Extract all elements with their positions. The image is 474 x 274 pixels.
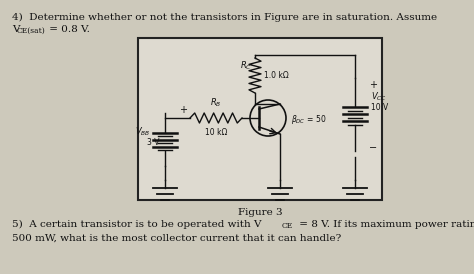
Text: 5)  A certain transistor is to be operated with V: 5) A certain transistor is to be operate… xyxy=(12,220,262,229)
Text: 3 V: 3 V xyxy=(147,138,159,147)
Bar xyxy=(138,38,382,200)
Text: +: + xyxy=(179,105,187,115)
Text: = 8 V. If its maximum power rating is: = 8 V. If its maximum power rating is xyxy=(296,220,474,229)
Text: $V_{CC}$: $V_{CC}$ xyxy=(371,90,387,103)
Text: 4)  Determine whether or not the transistors in Figure are in saturation. Assume: 4) Determine whether or not the transist… xyxy=(12,13,437,22)
Text: +: + xyxy=(369,79,377,90)
Text: $R_B$: $R_B$ xyxy=(210,96,222,109)
Text: 1.0 kΩ: 1.0 kΩ xyxy=(264,71,289,80)
Text: CE: CE xyxy=(282,222,293,230)
Text: V: V xyxy=(12,25,19,34)
Text: $R_C$: $R_C$ xyxy=(240,59,252,72)
Text: Figure 3: Figure 3 xyxy=(237,208,283,217)
Text: $V_{BB}$: $V_{BB}$ xyxy=(135,126,150,138)
Text: $\beta_{DC}$ = 50: $\beta_{DC}$ = 50 xyxy=(291,113,327,127)
Text: 10 kΩ: 10 kΩ xyxy=(205,128,227,137)
Text: 10 V: 10 V xyxy=(371,102,388,112)
Text: = 0.8 V.: = 0.8 V. xyxy=(46,25,90,34)
Text: CE(sat): CE(sat) xyxy=(17,27,46,35)
Text: 500 mW, what is the most collector current that it can handle?: 500 mW, what is the most collector curre… xyxy=(12,234,341,243)
Text: −: − xyxy=(369,142,377,153)
